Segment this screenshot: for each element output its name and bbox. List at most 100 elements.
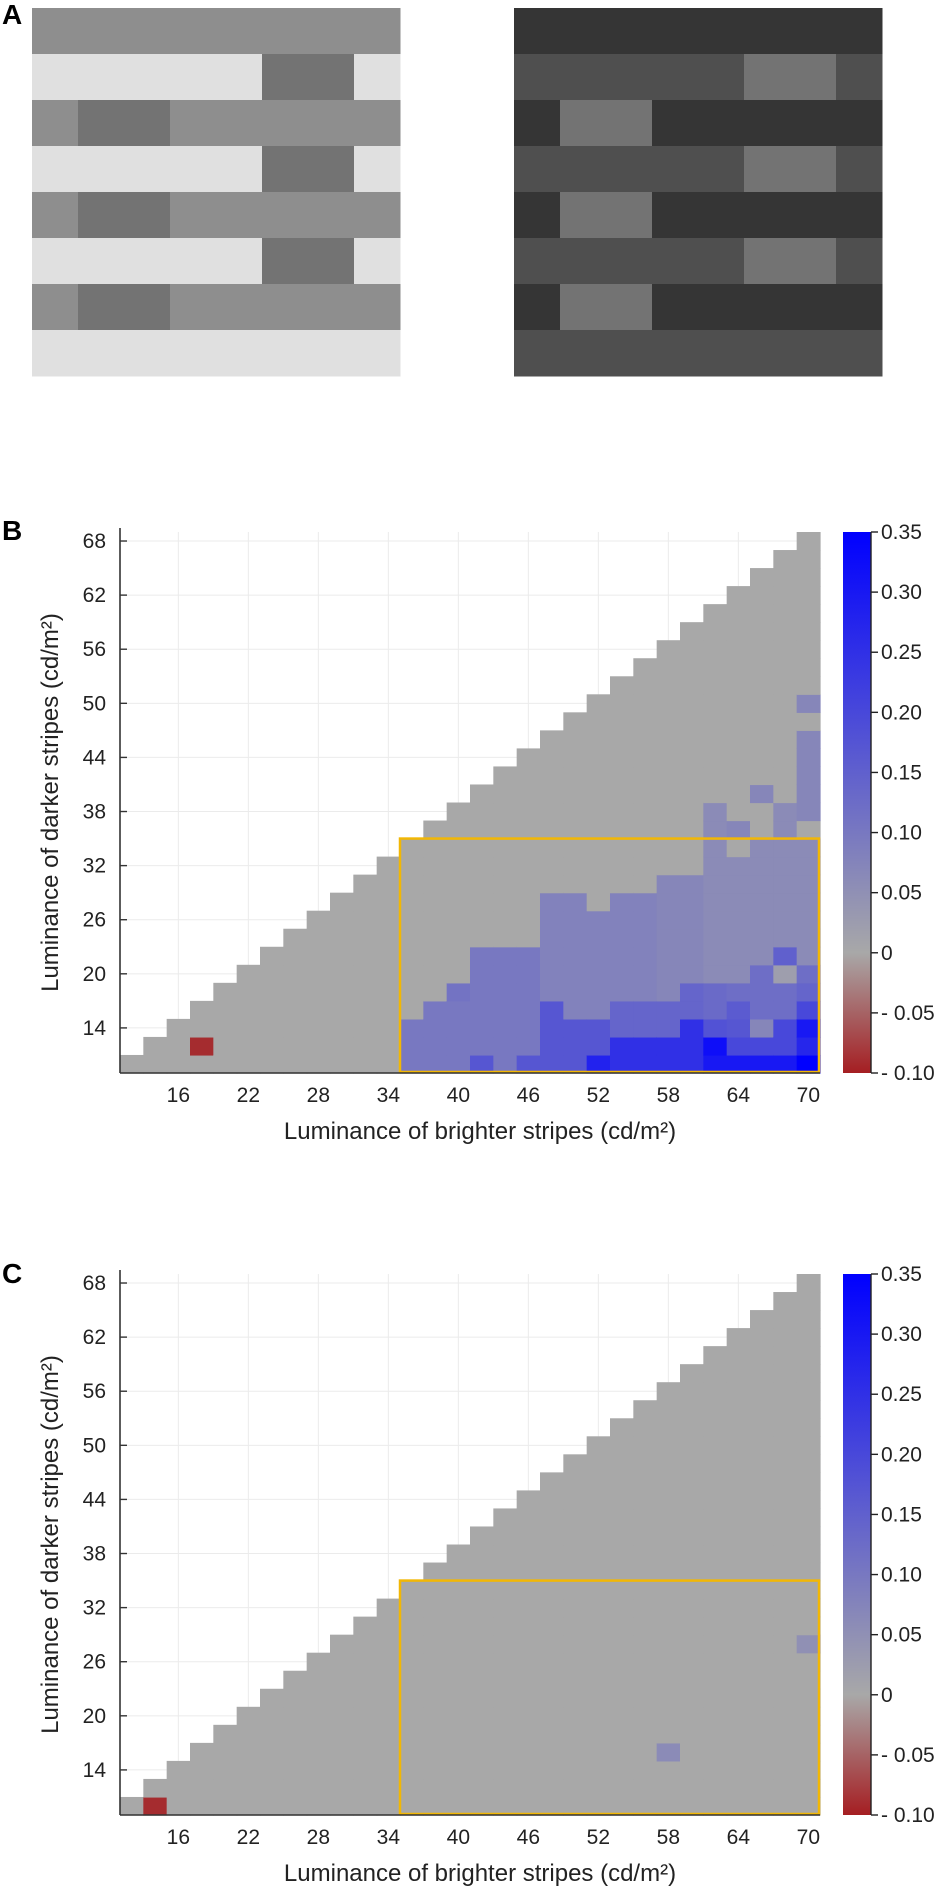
heatmap-cell [750,856,774,876]
heatmap-cell [400,856,424,876]
heatmap-cell [656,1400,681,1419]
heatmap-cell [470,1796,494,1816]
heatmap-cell [726,1436,751,1455]
heatmap-cell [796,856,821,876]
x-tick-label: 52 [587,1826,610,1849]
bright-stimulus-patch [262,238,309,285]
heatmap-cell [680,1796,704,1816]
heatmap-cell [586,838,611,858]
heatmap-cell [446,1580,471,1600]
highlight-box [398,837,821,1074]
heatmap-cell [680,1454,704,1473]
heatmap-cell [750,1054,774,1074]
heatmap-cell [516,1760,541,1780]
heatmap-cell [353,1706,378,1726]
heatmap-cell [120,1796,144,1816]
heatmap-cell [423,838,448,858]
heatmap-cell [680,1616,704,1636]
heatmap-cell [610,730,634,749]
heatmap-cell [446,802,471,822]
heatmap-cell [493,928,518,948]
heatmap-cell [470,928,494,948]
heatmap-cell [773,586,798,605]
heatmap-cell [586,1688,611,1708]
x-axis-title: Luminance of brighter stripes (cd/m²) [284,1118,676,1145]
heatmap-cell [656,1778,681,1798]
bright-stimulus-patch [216,54,263,101]
dark-stimulus-patch [652,284,699,331]
heatmap-cell [376,1054,401,1074]
heatmap-cell [586,856,611,876]
heatmap-cell [726,1328,751,1347]
heatmap-cell [680,748,704,768]
heatmap-cell [750,568,774,587]
heatmap-cell [796,1544,821,1564]
heatmap-cell [610,1634,634,1654]
heatmap-cell [773,550,798,569]
heatmap-cell [703,1400,728,1419]
heatmap-cell [283,1742,308,1762]
heatmap-cell [190,1036,214,1056]
heatmap-cell [726,1054,751,1074]
heatmap-cell [703,982,728,1002]
heatmap-cell [703,1706,728,1726]
heatmap-cell [680,1778,704,1798]
heatmap-cell [306,946,331,966]
heatmap-cell [516,1036,541,1056]
heatmap-cell [796,1724,821,1744]
dark-stimulus-patch [698,330,745,377]
heatmap-cell [493,1054,518,1074]
heatmap-cell [586,1544,611,1564]
heatmap-cell [680,1724,704,1744]
heatmap-cell [726,1778,751,1798]
heatmap-cell [726,1760,751,1780]
dark-stimulus-patch [560,284,607,331]
heatmap-cell [283,1054,308,1074]
heatmap-cell [680,1490,704,1510]
dark-stimulus-patch [698,146,745,193]
heatmap-cell [610,838,634,858]
heatmap-cell [703,1526,728,1546]
heatmap-cell [376,1634,401,1654]
heatmap-cell [236,1760,261,1780]
heatmap-cell [703,1796,728,1816]
bright-stimulus-patch [262,284,309,331]
heatmap-cell [656,694,681,713]
heatmap-cell [446,820,471,840]
heatmap-cell [773,1454,798,1473]
heatmap-cell [446,928,471,948]
heatmap-cell [190,1778,214,1798]
heatmap-cell [750,1454,774,1473]
heatmap-cell [540,820,564,840]
heatmap-cell [610,712,634,731]
heatmap-panel-b: 14 20 26 32 38 44 50 56 62 68 16 22 28 34 40 46 52 58 64 70… [37,521,935,1145]
heatmap-cell [376,1724,401,1744]
heatmap-cell [353,1742,378,1762]
heatmap-cell [750,874,774,894]
heatmap-cell [376,1670,401,1690]
heatmap-cell [750,748,774,768]
heatmap-cell [586,1796,611,1816]
x-tick-label: 64 [727,1084,751,1107]
heatmap-cell [796,910,821,930]
heatmap-cell [516,838,541,858]
heatmap-cell [446,1670,471,1690]
heatmap-cell [540,1544,564,1564]
heatmap-cell [493,1036,518,1056]
dark-stimulus-patch [606,146,653,193]
heatmap-cell [610,928,634,948]
heatmap-cell [586,1562,611,1582]
heatmap-cell [750,730,774,749]
heatmap-cell [166,1054,191,1074]
heatmap-cell [680,856,704,876]
heatmap-cell [376,1796,401,1816]
heatmap-cell [750,1670,774,1690]
heatmap-cell [633,1670,658,1690]
heatmap-cell [306,1724,331,1744]
heatmap-cell [563,1490,588,1510]
heatmap-cell [796,1562,821,1582]
heatmap-cell [633,1054,658,1074]
heatmap-cell [423,1688,448,1708]
dark-stimulus-patch [790,192,837,239]
heatmap-cell [493,820,518,840]
